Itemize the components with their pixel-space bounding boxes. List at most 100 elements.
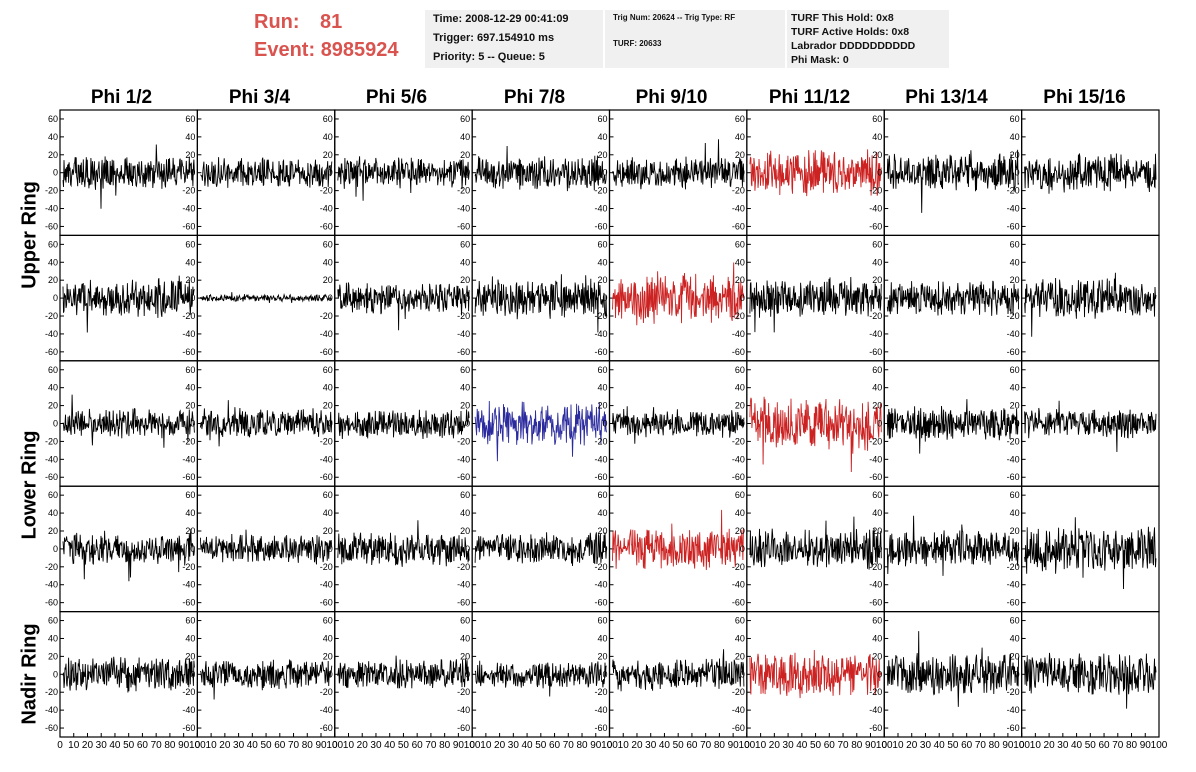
x-tick-label: 90 xyxy=(453,740,465,751)
waveform-trace xyxy=(474,660,607,697)
y-tick-label: -20 xyxy=(594,436,607,446)
y-tick-label: 60 xyxy=(185,365,195,375)
y-tick-label: -40 xyxy=(1007,705,1020,715)
y-tick-label: -20 xyxy=(182,186,195,196)
y-tick-label: 20 xyxy=(185,150,195,160)
y-tick-label: -20 xyxy=(869,562,882,572)
y-tick-label: 20 xyxy=(460,275,470,285)
y-tick-label: 0 xyxy=(1015,544,1020,554)
x-tick-label: 0 xyxy=(469,740,475,751)
waveform-trace xyxy=(62,144,195,209)
y-tick-label: -40 xyxy=(182,580,195,590)
x-tick-label: 20 xyxy=(769,740,781,751)
y-tick-label: -60 xyxy=(45,723,58,733)
y-tick-label: -60 xyxy=(594,472,607,482)
y-tick-label: 60 xyxy=(460,616,470,626)
x-tick-label: 80 xyxy=(714,740,726,751)
column-header: Phi 13/14 xyxy=(905,87,988,108)
y-tick-label: 20 xyxy=(48,651,58,661)
x-tick-label: 50 xyxy=(123,740,135,751)
waveform-trace xyxy=(199,400,333,447)
column-header: Phi 1/2 xyxy=(90,87,153,108)
x-tick-label: 100 xyxy=(876,740,893,751)
y-tick-label: 60 xyxy=(1010,114,1020,124)
y-tick-label: 0 xyxy=(328,544,333,554)
y-tick-label: -60 xyxy=(1007,472,1020,482)
time-info-panel: Time: 2008-12-29 00:41:09 Trigger: 697.1… xyxy=(425,10,603,68)
x-tick-label: 20 xyxy=(82,740,94,751)
y-tick-label: -20 xyxy=(45,687,58,697)
y-tick-label: 20 xyxy=(48,275,58,285)
y-tick-label: -60 xyxy=(457,472,470,482)
waveform-trace xyxy=(749,276,882,333)
x-tick-label: 30 xyxy=(645,740,657,751)
waveform-panel: -60 -40 -20 0 20 40 60 xyxy=(45,485,198,613)
x-tick-label: 0 xyxy=(332,740,338,751)
x-tick-label: 90 xyxy=(590,740,602,751)
x-tick-label: 80 xyxy=(576,740,588,751)
y-tick-label: 40 xyxy=(48,132,58,142)
y-tick-label: 0 xyxy=(465,544,470,554)
event-value: 8985924 xyxy=(320,39,399,61)
x-tick-label: 50 xyxy=(1085,740,1097,751)
x-tick-label: 60 xyxy=(1098,740,1110,751)
y-tick-label: 60 xyxy=(323,490,333,500)
x-tick-label: 100 xyxy=(464,740,481,751)
waveform-trace xyxy=(612,509,745,571)
y-tick-label: -20 xyxy=(457,687,470,697)
y-tick-label: 60 xyxy=(872,239,882,249)
y-tick-label: 40 xyxy=(735,383,745,393)
waveform-panel: -60 -40 -20 0 20 40 60 xyxy=(182,485,336,613)
y-tick-label: -40 xyxy=(182,454,195,464)
y-tick-label: -40 xyxy=(594,454,607,464)
y-tick-label: 40 xyxy=(460,508,470,518)
y-tick-label: -20 xyxy=(1007,436,1020,446)
y-tick-label: 60 xyxy=(185,114,195,124)
y-tick-label: -40 xyxy=(45,705,58,715)
y-tick-label: 20 xyxy=(48,526,58,536)
y-tick-label: 60 xyxy=(48,365,58,375)
y-tick-label: -60 xyxy=(320,347,333,357)
y-tick-label: -20 xyxy=(182,562,195,572)
waveform-panel: -60 -40 -20 0 20 40 60 xyxy=(869,109,1023,237)
y-tick-label: 40 xyxy=(735,633,745,643)
y-tick-label: 20 xyxy=(323,526,333,536)
x-tick-label: 100 xyxy=(601,740,618,751)
waveform-panel: -60 -40 -20 0 20 40 60 xyxy=(320,234,473,362)
x-tick-label: 10 xyxy=(892,740,904,751)
y-tick-label: 60 xyxy=(323,239,333,249)
trig-num-text: Trig Num: 20624 -- Trig Type: RF xyxy=(613,13,736,22)
y-tick-label: -20 xyxy=(320,436,333,446)
x-tick-label: 60 xyxy=(686,740,698,751)
y-tick-label: -60 xyxy=(732,472,745,482)
x-tick-label: 10 xyxy=(343,740,355,751)
y-tick-label: -60 xyxy=(1007,221,1020,231)
x-tick-label: 50 xyxy=(810,740,822,751)
y-tick-label: 60 xyxy=(460,239,470,249)
y-tick-label: 20 xyxy=(323,150,333,160)
y-tick-label: 60 xyxy=(872,490,882,500)
y-tick-label: 60 xyxy=(1010,616,1020,626)
x-tick-label: 90 xyxy=(315,740,327,751)
trigger-info-panel: Trig Num: 20624 -- Trig Type: RF TURF: 2… xyxy=(605,10,785,68)
phi-mask-text: Phi Mask: 0 xyxy=(791,54,849,66)
y-tick-label: -20 xyxy=(320,186,333,196)
y-tick-label: -40 xyxy=(182,329,195,339)
y-tick-label: 20 xyxy=(185,275,195,285)
y-tick-label: 0 xyxy=(740,544,745,554)
y-tick-label: 40 xyxy=(460,383,470,393)
column-header: Phi 5/6 xyxy=(365,87,428,108)
y-tick-label: 20 xyxy=(323,401,333,411)
y-tick-label: -60 xyxy=(1007,598,1020,608)
y-tick-label: 20 xyxy=(872,275,882,285)
y-tick-label: -40 xyxy=(457,705,470,715)
x-tick-label: 60 xyxy=(137,740,149,751)
y-tick-label: -20 xyxy=(1007,687,1020,697)
y-tick-label: 40 xyxy=(872,132,882,142)
y-tick-label: -40 xyxy=(457,329,470,339)
y-tick-label: -20 xyxy=(45,186,58,196)
y-tick-label: 40 xyxy=(460,633,470,643)
